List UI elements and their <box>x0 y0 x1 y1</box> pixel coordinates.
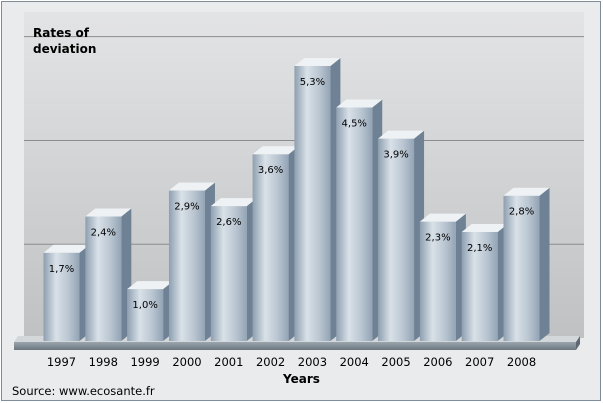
value-label: 2,9% <box>174 202 199 213</box>
bar-2006 <box>419 213 466 341</box>
bar-2004 <box>336 99 383 342</box>
bar-1997 <box>43 244 90 341</box>
bar-top <box>43 244 90 253</box>
bar-top <box>503 187 550 196</box>
value-label: 2,4% <box>91 227 116 238</box>
bar-side <box>539 187 550 341</box>
bar-front <box>85 216 122 341</box>
bar-top <box>252 146 299 155</box>
value-label: 2,6% <box>216 217 241 228</box>
bar-front <box>294 66 331 341</box>
bar-front <box>461 232 498 341</box>
bar-front <box>378 138 415 341</box>
bar-2007 <box>461 224 508 341</box>
value-label: 2,3% <box>425 233 450 244</box>
bar-top <box>419 213 466 222</box>
x-tick-label: 1998 <box>89 355 118 369</box>
bar-2005 <box>378 130 425 341</box>
bar-front <box>252 154 289 341</box>
bar-top <box>378 130 425 139</box>
x-tick-labels: 1997 1998 1999 2000 2001 2002 2003 2004 2005 2006… <box>47 355 536 369</box>
bar-top <box>168 182 215 191</box>
bar-front <box>210 206 247 341</box>
bar-front <box>503 195 540 341</box>
x-tick-label: 2008 <box>507 355 536 369</box>
plot-baseline-side <box>576 336 580 350</box>
bars-group <box>43 58 550 342</box>
x-tick-label: 2003 <box>298 355 327 369</box>
value-label: 3,9% <box>383 150 408 161</box>
value-label: 4,5% <box>342 119 367 130</box>
x-tick-label: 1997 <box>47 355 76 369</box>
bar-top <box>294 58 341 66</box>
x-tick-label: 1999 <box>130 355 159 369</box>
bar-front <box>43 252 80 341</box>
bar-top <box>85 208 132 217</box>
value-label: 1,7% <box>49 264 74 275</box>
source-note: Source: www.ecosante.fr <box>12 384 155 398</box>
x-tick-label: 2001 <box>214 355 243 369</box>
y-axis-label: Rates of deviation <box>33 26 96 56</box>
value-label: 2,1% <box>467 243 492 254</box>
value-labels: 1,7% 2,4% 1,0% 2,9% 2,6% 3,6% 5,3% 4,5% 3,9% 2,3%… <box>49 77 534 311</box>
bar-front <box>168 190 205 341</box>
bar-2008 <box>503 187 550 341</box>
x-tick-label: 2004 <box>340 355 369 369</box>
x-tick-label: 2002 <box>256 355 285 369</box>
x-tick-label: 2005 <box>381 355 410 369</box>
plot-baseline-bar <box>14 342 576 350</box>
y-axis-label-line-2: deviation <box>33 42 96 56</box>
bar-top <box>461 224 508 233</box>
bar-front <box>336 107 373 342</box>
x-tick-label: 2007 <box>465 355 494 369</box>
value-label: 1,0% <box>132 300 157 311</box>
bar-top <box>210 198 257 207</box>
value-label: 3,6% <box>258 165 283 176</box>
y-axis-label-line-1: Rates of <box>33 26 90 40</box>
x-axis-label: Years <box>283 372 320 386</box>
x-tick-label: 2000 <box>172 355 201 369</box>
bar-top <box>336 99 383 108</box>
value-label: 2,8% <box>509 207 534 218</box>
bar-2002 <box>252 146 299 341</box>
x-tick-label: 2006 <box>423 355 452 369</box>
value-label: 5,3% <box>300 77 325 88</box>
bar-2003 <box>294 58 341 341</box>
bar-top <box>127 281 174 290</box>
bar-front <box>419 221 456 341</box>
bar-1998 <box>85 208 132 341</box>
bar-front <box>127 289 164 341</box>
